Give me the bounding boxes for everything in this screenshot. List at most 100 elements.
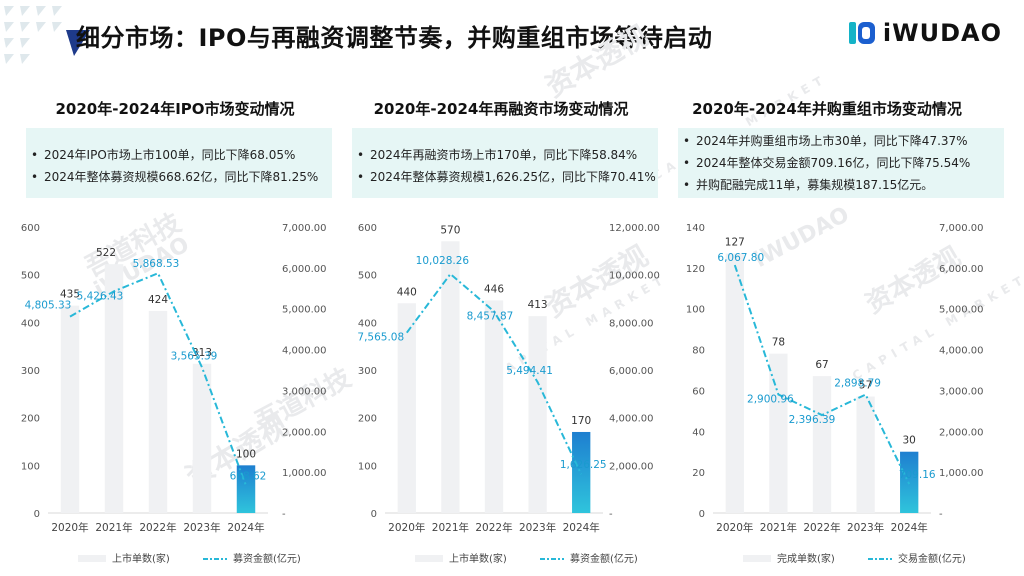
right-axis-tick-label: - [939, 509, 943, 520]
right-axis-tick-label: 10,000.00 [609, 271, 660, 282]
right-axis-tick-label: 1,000.00 [282, 468, 327, 479]
ma-panel-title: 2020年-2024年并购重组市场变动情况 [692, 100, 962, 118]
left-axis-tick-label: 40 [692, 427, 705, 438]
corner-pattern-decoration [4, 6, 90, 64]
bar-value-label: 127 [725, 237, 745, 249]
bar-value-label: 78 [772, 337, 785, 349]
legend-bar-label: 完成单数(家) [777, 552, 835, 565]
ma-summary-box: 2024年并购重组市场上市30单，同比下降47.37% 2024年整体交易金额7… [678, 128, 1004, 198]
left-axis-tick-label: 60 [692, 386, 705, 397]
bar-value-label: 170 [571, 415, 591, 427]
right-axis-tick-label: 3,000.00 [939, 386, 984, 397]
left-axis-tick-label: 200 [358, 414, 377, 425]
bar [192, 363, 212, 513]
line-value-label: 709.16 [899, 469, 936, 481]
right-axis-tick-label: 2,000.00 [939, 427, 984, 438]
right-axis-tick-label: - [282, 509, 286, 520]
legend-line-label: 募资金额(亿元) [233, 552, 301, 565]
x-axis-category-label: 2023年 [847, 521, 884, 534]
left-axis-tick-label: 100 [686, 305, 705, 316]
bar-value-label: 435 [60, 289, 80, 301]
bar-value-label: 440 [397, 286, 417, 298]
left-axis-tick-label: 80 [692, 346, 705, 357]
logo-mark-icon [848, 22, 875, 44]
line-value-label: 7,565.08 [357, 332, 404, 344]
bar [528, 316, 547, 513]
right-axis-tick-label: 7,000.00 [282, 223, 327, 234]
refinancing-combo-chart: 0 100 200 300 400 500 600 - 2,000.00 4,000.00 6,00… [357, 223, 660, 565]
legend-bar-label: 上市单数(家) [449, 552, 507, 565]
line-value-label: 3,565.39 [171, 350, 218, 362]
bar-value-label: 57 [859, 380, 872, 392]
refinancing-panel-title: 2020年-2024年再融资市场变动情况 [373, 100, 629, 118]
line-value-label: 2,396.39 [789, 414, 836, 426]
line-value-label: 5,494.41 [506, 365, 553, 377]
bar-value-label: 30 [903, 435, 916, 447]
left-axis-tick-label: 100 [21, 461, 40, 472]
bar [725, 253, 744, 514]
x-axis-category-label: 2024年 [227, 521, 264, 534]
right-axis-tick-label: 12,000.00 [609, 223, 660, 234]
legend-bar-swatch [415, 555, 443, 562]
right-axis-tick-label: 3,000.00 [282, 386, 327, 397]
logo-text: iWUDAO [882, 19, 1002, 47]
line-value-label: 2,898.79 [834, 378, 881, 390]
right-axis-tick-label: 4,000.00 [609, 414, 654, 425]
bar-value-label: 67 [815, 359, 828, 371]
left-axis-tick-label: 0 [699, 509, 705, 520]
left-axis-tick-label: 500 [358, 271, 377, 282]
amount-line [405, 272, 583, 475]
line-value-label: 8,457.87 [467, 310, 514, 322]
left-axis-tick-label: 20 [692, 468, 705, 479]
bar [769, 353, 788, 513]
ipo-combo-chart: 0 100 200 300 400 500 600 - 1,000.00 2,000.00 3,00… [21, 223, 327, 565]
x-axis-category-label: 2022年 [139, 521, 176, 534]
left-axis-tick-label: 300 [358, 366, 377, 377]
bar-value-label: 413 [528, 299, 548, 311]
refinancing-summary-box: 2024年再融资市场上市170单，同比下降58.84% 2024年整体募资规模1… [352, 128, 658, 198]
right-axis-tick-label: 7,000.00 [939, 223, 984, 234]
right-axis-tick-label: 6,000.00 [282, 264, 327, 275]
bar-value-label: 522 [96, 247, 116, 259]
summary-bullet: 2024年再融资市场上市170单，同比下降58.84% [352, 144, 658, 166]
line-value-label: 4,805.33 [25, 300, 72, 312]
left-axis-tick-label: 400 [21, 318, 40, 329]
x-axis-category-label: 2021年 [432, 521, 469, 534]
legend-line-label: 交易金额(亿元) [898, 552, 966, 565]
amount-line [733, 264, 911, 485]
right-axis-tick-label: 4,000.00 [282, 346, 327, 357]
legend-bar-swatch [78, 555, 106, 562]
summary-bullet: 2024年整体募资规模1,626.25亿，同比下降70.41% [352, 166, 658, 188]
x-axis-category-label: 2021年 [95, 521, 132, 534]
x-axis-category-label: 2023年 [183, 521, 220, 534]
x-axis-category-label: 2021年 [760, 521, 797, 534]
left-axis-tick-label: 100 [358, 461, 377, 472]
right-axis-tick-label: 1,000.00 [939, 468, 984, 479]
amount-line [69, 271, 247, 487]
right-axis-tick-label: 2,000.00 [609, 461, 654, 472]
left-axis-tick-label: 0 [34, 509, 40, 520]
ipo-summary-box: 2024年IPO市场上市100单，同比下降68.05% 2024年整体募资规模6… [26, 128, 332, 198]
bar [484, 300, 504, 513]
left-axis-tick-label: 600 [358, 223, 377, 234]
summary-bullet: 2024年整体交易金额709.16亿，同比下降75.54% [678, 152, 1004, 174]
bar [397, 303, 416, 513]
line-value-label: 1,626.25 [560, 459, 607, 471]
summary-bullet: 2024年并购重组市场上市30单，同比下降47.37% [678, 130, 1004, 152]
x-axis-category-label: 2020年 [716, 521, 753, 534]
x-axis-category-label: 2022年 [803, 521, 840, 534]
bar [441, 241, 460, 514]
ipo-panel-title: 2020年-2024年IPO市场变动情况 [55, 100, 295, 118]
bar-value-label: 446 [484, 283, 504, 295]
brand-logo: iWUDAO [847, 16, 1002, 50]
bar [148, 310, 168, 513]
bar [104, 264, 124, 513]
left-axis-tick-label: 120 [686, 264, 705, 275]
line-value-label: 10,028.26 [416, 255, 470, 267]
left-axis-tick-label: 400 [358, 318, 377, 329]
bar [856, 396, 875, 513]
right-axis-tick-label: - [609, 509, 613, 520]
legend-line-label: 募资金额(亿元) [570, 552, 638, 565]
right-axis-tick-label: 6,000.00 [609, 366, 654, 377]
left-axis-tick-label: 140 [686, 223, 705, 234]
